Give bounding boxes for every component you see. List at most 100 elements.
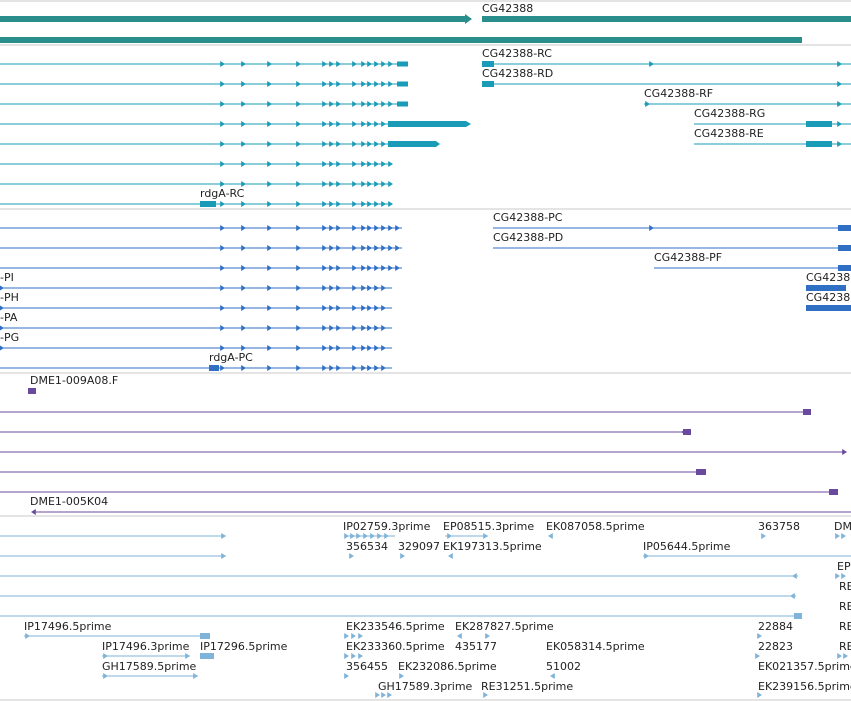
strand-arrow: [336, 61, 341, 67]
polypeptide-label: CG42388-PF: [654, 251, 722, 264]
strand-arrow: [0, 345, 4, 351]
strand-arrow: [329, 201, 334, 207]
strand-arrow: [0, 305, 4, 311]
strand-arrow: [267, 161, 272, 167]
polypeptide-label: rdgA-PC: [209, 351, 253, 364]
strand-arrow: [349, 553, 354, 559]
strand-arrow: [322, 345, 327, 351]
strand-arrow: [241, 161, 246, 167]
strand-arrow: [329, 81, 334, 87]
strand-arrow: [241, 81, 246, 87]
strand-arrow: [485, 633, 490, 639]
strand-arrow: [381, 245, 386, 251]
est-label: RE: [839, 580, 851, 593]
clone-label: DME1-009A08.F: [30, 374, 118, 387]
strand-arrow: [367, 265, 372, 271]
strand-arrow: [241, 285, 246, 291]
strand-arrow: [400, 553, 405, 559]
strand-arrow: [755, 653, 760, 659]
strand-arrow: [329, 285, 334, 291]
strand-arrow: [31, 509, 36, 515]
strand-arrow: [361, 245, 366, 251]
strand-arrow: [241, 245, 246, 251]
strand-arrow: [361, 121, 366, 127]
strand-arrow: [370, 533, 375, 539]
strand-arrow: [352, 61, 357, 67]
strand-arrow: [790, 593, 795, 599]
strand-arrow: [361, 101, 366, 107]
strand-arrow: [267, 245, 272, 251]
est-label: EK233360.5prime: [346, 640, 445, 653]
strand-arrow: [352, 121, 357, 127]
strand-arrow: [374, 265, 379, 271]
strand-arrow: [837, 81, 842, 87]
strand-arrow: [761, 533, 766, 539]
strand-arrow: [336, 181, 341, 187]
strand-arrow: [837, 141, 842, 147]
strand-arrow: [336, 81, 341, 87]
exon: [209, 365, 219, 371]
exon: [388, 121, 466, 127]
strand-arrow: [220, 265, 225, 271]
strand-arrow: [0, 325, 4, 331]
strand-arrow: [336, 245, 341, 251]
strand-arrow: [296, 325, 301, 331]
est-label: 435177: [455, 640, 497, 653]
strand-arrow: [296, 181, 301, 187]
strand-arrow: [466, 121, 471, 127]
strand-arrow: [395, 265, 400, 271]
strand-arrow: [351, 653, 356, 659]
strand-arrow: [267, 181, 272, 187]
strand-arrow: [267, 201, 272, 207]
strand-arrow: [374, 345, 379, 351]
strand-arrow: [681, 429, 686, 435]
strand-arrow: [267, 61, 272, 67]
strand-arrow: [296, 265, 301, 271]
strand-arrow: [388, 225, 393, 231]
est-end: [794, 613, 802, 619]
est-label: IP05644.5prime: [643, 540, 731, 553]
feature-glyphs: [0, 14, 851, 698]
clone-end: [696, 469, 706, 475]
strand-arrow: [103, 673, 108, 679]
transcript-label: CG42388-RE: [694, 127, 764, 140]
strand-arrow: [267, 285, 272, 291]
strand-arrow: [367, 141, 372, 147]
clone-end: [28, 388, 36, 394]
strand-arrow: [220, 161, 225, 167]
strand-arrow: [322, 141, 327, 147]
strand-arrow: [837, 653, 842, 659]
strand-arrow: [344, 653, 349, 659]
strand-arrow: [267, 365, 272, 371]
strand-arrow: [329, 225, 334, 231]
strand-arrow: [329, 161, 334, 167]
strand-arrow: [395, 245, 400, 251]
strand-arrow: [644, 553, 649, 559]
est-label: 51002: [546, 660, 581, 673]
strand-arrow: [388, 161, 393, 167]
strand-arrow: [322, 201, 327, 207]
est-label: 356534: [346, 540, 388, 553]
strand-arrow: [296, 141, 301, 147]
strand-arrow: [361, 201, 366, 207]
strand-arrow: [361, 285, 366, 291]
transcript-label: CG42388-RD: [482, 67, 553, 80]
strand-arrow: [361, 345, 366, 351]
exon: [482, 81, 494, 87]
polypeptide-label: -PI: [0, 271, 14, 284]
strand-arrow: [837, 121, 842, 127]
strand-arrow: [25, 633, 30, 639]
est-label: GH17589.5prime: [102, 660, 197, 673]
strand-arrow: [352, 285, 357, 291]
strand-arrow: [103, 653, 108, 659]
strand-arrow: [220, 81, 225, 87]
gene-end-arrow: [465, 14, 472, 24]
strand-arrow: [374, 121, 379, 127]
strand-arrow: [387, 692, 392, 698]
strand-arrow: [367, 81, 372, 87]
strand-arrow: [329, 61, 334, 67]
strand-arrow: [220, 285, 225, 291]
strand-arrow: [296, 305, 301, 311]
strand-arrow: [367, 285, 372, 291]
